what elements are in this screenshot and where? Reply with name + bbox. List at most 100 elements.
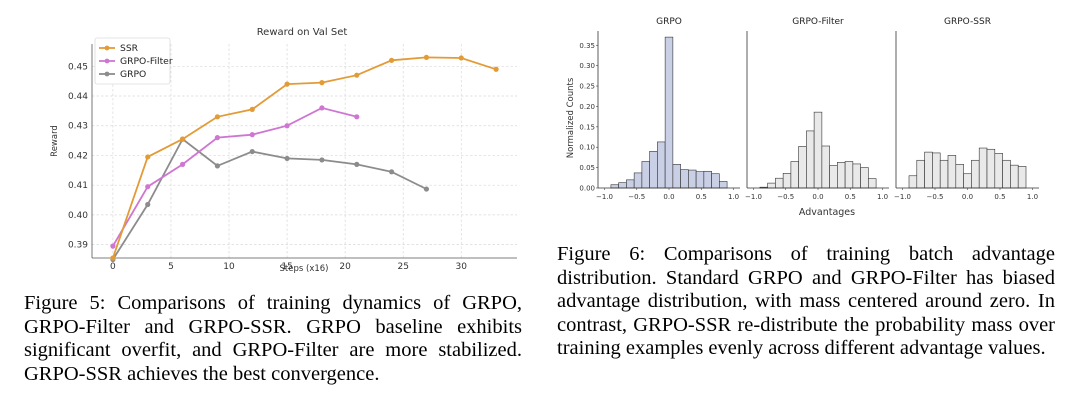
hist-x-tick-label: 0.0 — [663, 193, 674, 201]
figure5-caption-text: Comparisons of training dynamics of GRPO… — [24, 292, 523, 385]
histogram-panel-title: GRPO-SSR — [944, 17, 991, 27]
series-point — [354, 72, 360, 78]
histogram-bar — [939, 159, 949, 189]
legend-box — [94, 37, 171, 85]
histogram-bar — [657, 141, 666, 189]
histogram-bar — [1017, 166, 1027, 189]
hist-y-tick-label: 0.25 — [579, 83, 595, 91]
hist-x-tick-label: 1.0 — [728, 193, 739, 201]
histogram-bar — [1010, 164, 1019, 189]
hist-x-tick-label: 0.0 — [962, 193, 973, 201]
histogram-bar — [664, 36, 674, 189]
line-chart-legend: SSR GRPO-Filter GRPO — [94, 37, 173, 85]
histogram-panel-title: GRPO-Filter — [792, 17, 844, 27]
series-point — [179, 136, 186, 142]
series-point — [179, 161, 186, 167]
histogram-bar — [680, 169, 689, 189]
hist-y-tick-label: 0.30 — [579, 62, 595, 70]
histogram-bar — [610, 184, 619, 189]
histogram-bar — [868, 178, 877, 189]
line-chart-title: Reward on Val Set — [257, 27, 348, 38]
hist-x-tick-label: 0.0 — [812, 193, 823, 201]
x-tick-label: 25 — [397, 262, 408, 272]
histogram-bar — [703, 170, 712, 189]
histogram-panel-grpo-ssr: GRPO-SSR −1.0 −0.5 0.0 0.5 1.0 — [894, 17, 1039, 201]
hist-x-tick-label: −1.0 — [894, 193, 911, 201]
series-point — [354, 114, 360, 120]
histogram-bar — [711, 173, 720, 189]
figure5-caption: Figure 5: Comparisons of training dynami… — [24, 292, 522, 386]
line-chart-y-ticks: 0.39 0.40 0.41 0.42 0.43 0.44 0.45 — [68, 62, 88, 250]
y-tick-label: 0.45 — [68, 62, 88, 72]
x-tick-label: 30 — [456, 262, 468, 272]
reward-line-chart: Reward on Val Set 0 5 10 15 20 25 30 0.390.400… — [50, 27, 517, 274]
histogram-bar — [852, 163, 861, 189]
hist-y-tick-label: 0.20 — [579, 103, 595, 111]
histogram-bar — [947, 155, 957, 189]
legend-label: GRPO — [120, 69, 146, 80]
x-tick-label: 0 — [110, 262, 116, 272]
histogram-bar — [955, 164, 964, 189]
histogram-bar — [908, 175, 918, 189]
hist-x-tick-label: 1.0 — [1027, 193, 1038, 201]
series-point — [423, 54, 430, 60]
histogram-bar — [719, 181, 728, 189]
legend-marker — [104, 58, 110, 64]
histogram-bar — [649, 150, 658, 189]
figure6-caption-text: Comparisons of training batch advantage … — [557, 243, 1055, 360]
histogram-bar — [860, 167, 869, 189]
y-tick-label: 0.43 — [68, 122, 88, 132]
histogram-bar — [837, 162, 846, 189]
y-tick-label: 0.41 — [68, 181, 88, 191]
hist-x-tick-label: −1.0 — [745, 193, 762, 201]
line-chart-x-ticks: 0 5 10 15 20 25 30 — [110, 262, 467, 272]
histogram-bar — [916, 159, 925, 189]
series-point — [284, 123, 290, 129]
figure6-caption: Figure 6: Comparisons of training batch … — [557, 243, 1055, 361]
line-chart-xlabel: Steps (x16) — [280, 264, 329, 274]
hist-x-tick-label: 1.0 — [877, 193, 888, 201]
x-tick-label: 10 — [223, 262, 235, 272]
histogram-bar — [633, 172, 643, 189]
histogram-bar — [798, 146, 807, 189]
advantage-histograms: Normalized Counts 0.000.050.100.150.200.… — [566, 17, 1039, 218]
series-point — [493, 66, 499, 72]
hist-y-tick-label: 0.05 — [579, 164, 595, 172]
histogram-bar — [767, 182, 776, 189]
series-point — [284, 81, 290, 87]
histogram-bar — [688, 169, 697, 189]
x-tick-label: 15 — [281, 262, 292, 272]
hist-y-tick-label: 0.00 — [579, 185, 595, 193]
x-tick-label: 5 — [168, 262, 174, 272]
series-grpo-filter — [110, 105, 360, 249]
histogram-bar — [932, 152, 941, 189]
histogram-bar — [641, 161, 650, 189]
series-point — [249, 132, 255, 138]
histogram-panel-grpo-filter: GRPO-Filter −1.0 −0.5 0.0 0.5 1.0 — [745, 17, 889, 201]
line-chart-grid — [92, 44, 517, 258]
histogram-bar — [813, 111, 823, 189]
histogram-ylabel: Normalized Counts — [566, 77, 576, 158]
hist-x-tick-label: −0.5 — [777, 193, 794, 201]
series-point — [214, 114, 221, 120]
series-line — [112, 56, 497, 259]
x-tick-label: 20 — [339, 262, 351, 272]
series-point — [388, 169, 395, 175]
legend-marker — [104, 71, 110, 77]
histogram-bar — [924, 151, 933, 189]
hist-x-tick-label: −1.0 — [596, 193, 613, 201]
series-point — [145, 201, 151, 208]
histogram-bar — [775, 177, 784, 189]
series-point — [214, 163, 221, 169]
series-point — [354, 161, 360, 167]
histogram-bar — [790, 161, 799, 189]
series-point — [319, 80, 325, 86]
series-line — [112, 106, 358, 247]
series-point — [214, 135, 221, 141]
series-point — [110, 255, 116, 261]
histogram-bar — [695, 171, 705, 189]
series-point — [110, 243, 116, 249]
series-point — [145, 184, 151, 190]
series-point — [319, 157, 325, 163]
histogram-xlabel: Advantages — [799, 207, 855, 218]
